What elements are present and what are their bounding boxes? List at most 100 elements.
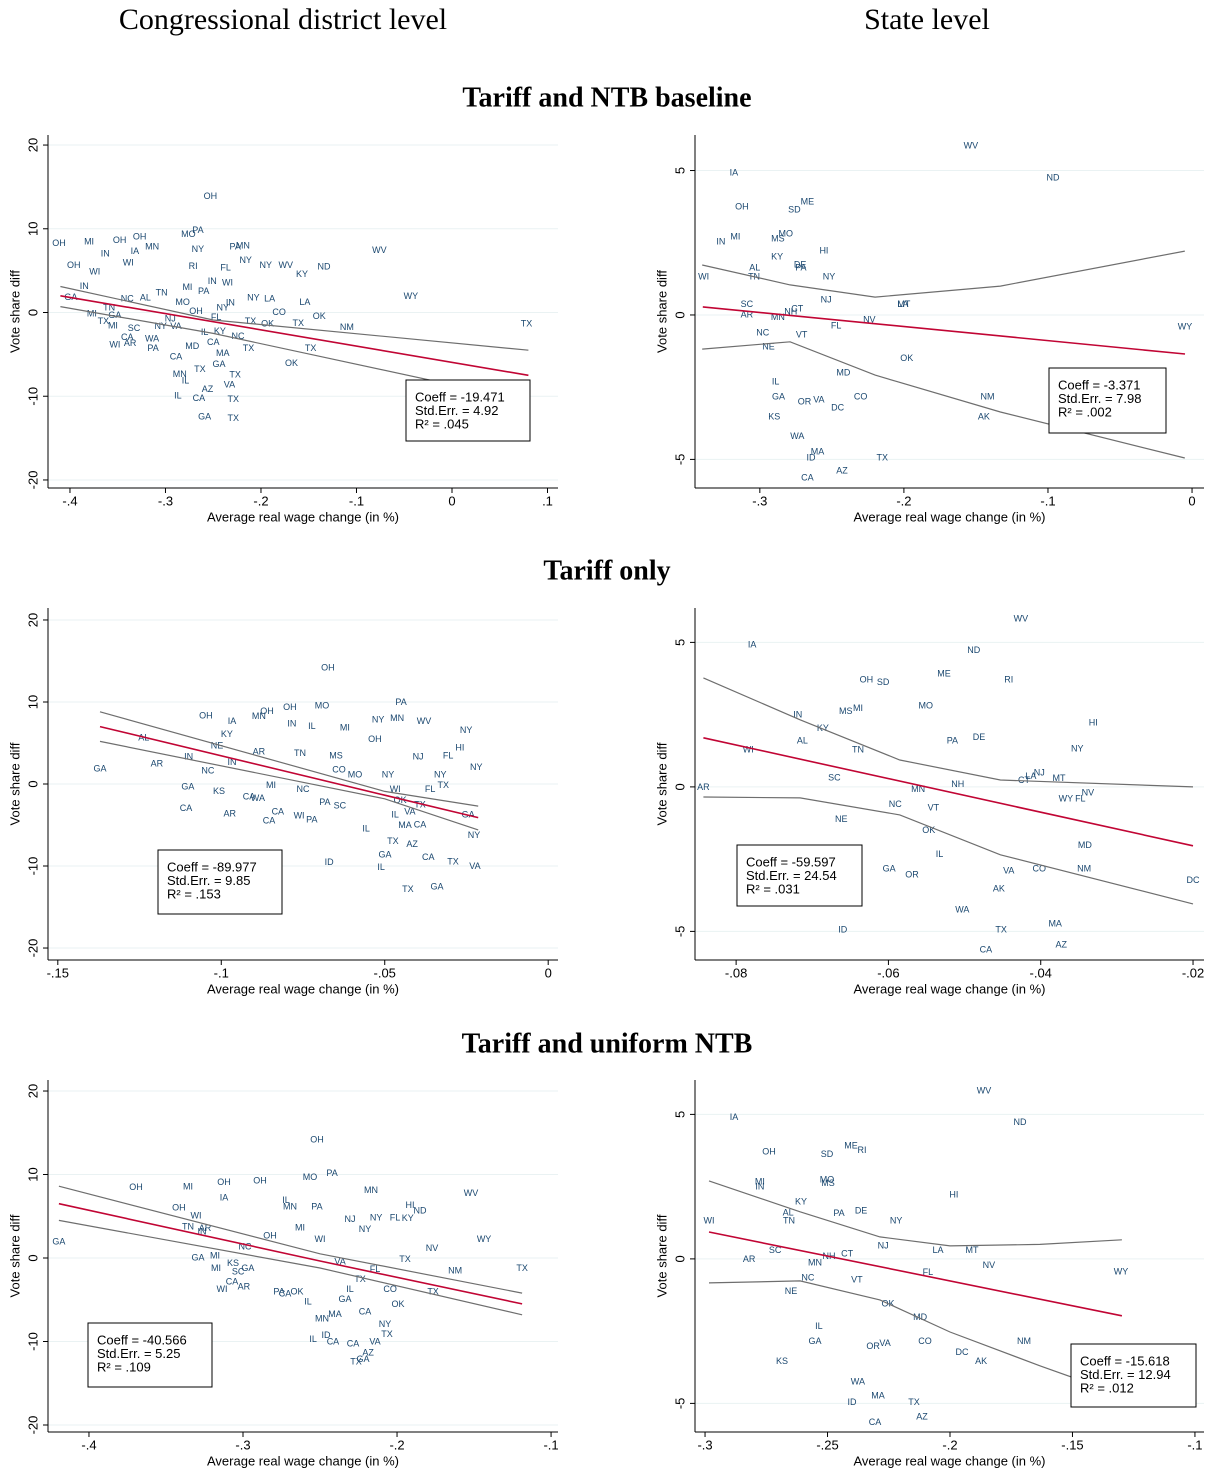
annotation-box [405,379,531,442]
x-tick-label: .1 [542,493,553,508]
point-label: NJ [821,294,832,304]
point-label: NV [983,1260,996,1270]
annotation-text: Std.Err. = 12.94 [1080,1367,1171,1382]
point-label: MN [390,713,404,723]
point-label: SC [741,299,754,309]
panel: -20 -10 0 10 20 -.4 -.3 -.2 -.1 0 .1 Average real w… [7,135,558,524]
point-label: CA [359,1307,372,1317]
point-label: ME [801,196,815,206]
point-label: KS [768,411,780,421]
point-label: IA [131,246,140,256]
point-label: IL [308,721,316,731]
point-label: NM [980,391,994,401]
point-label: MO [779,228,794,238]
point-label: TX [98,316,110,326]
point-label: MT [1053,773,1066,783]
point-label: KY [296,269,308,279]
point-label: MN [771,312,785,322]
annotation-text: Std.Err. = 5.25 [97,1346,180,1361]
point-label: NH [951,779,964,789]
point-label: OK [261,319,274,329]
point-label: NC [201,765,214,775]
point-label: MO [315,700,330,710]
point-label: WV [1014,613,1029,623]
fit-line [703,737,1194,847]
annotation-text: R² = .012 [1080,1380,1134,1395]
point-label: GA [338,1294,351,1304]
point-label: GA [52,1237,65,1247]
point-label: SC [769,1245,782,1255]
point-label: IN [208,276,217,286]
annotation-text: R² = .109 [97,1359,151,1374]
point-label: WA [790,431,804,441]
point-label: GA [192,1252,205,1262]
point-label: NM [1017,1336,1031,1346]
point-label: IL [772,376,780,386]
point-label: CA [980,944,993,954]
point-label: CA [869,1417,882,1427]
point-label: TX [427,1287,439,1297]
x-tick-label: -.3 [752,493,767,508]
x-tick-label: -.15 [47,965,69,980]
point-label: TX [245,316,257,326]
point-label: PA [795,262,806,272]
point-label: TX [516,1263,528,1273]
x-tick-label: -.25 [816,1437,838,1452]
point-label: GA [241,1263,254,1273]
point-label: WI [123,257,134,267]
annotation-box [1070,1343,1197,1408]
point-label: NY [470,762,483,772]
point-label: WY [1114,1266,1129,1276]
x-tick-label: -.06 [877,965,899,980]
point-label: OR [866,1341,880,1351]
point-label: DC [955,1347,968,1357]
point-label: HI [405,1200,414,1210]
point-label: IA [730,168,739,178]
point-label: OK [391,1299,404,1309]
point-label: IN [755,1181,764,1191]
y-tick-label: -5 [672,1398,687,1410]
y-tick-label: -10 [25,1332,40,1351]
point-label: AK [978,411,990,421]
point-label: MI [210,1251,220,1261]
point-label: OH [199,710,213,720]
point-label: OH [172,1202,186,1212]
point-label: AL [140,293,151,303]
point-label: PA [273,1287,284,1297]
point-label: WI [390,784,401,794]
y-tick-label: -20 [25,939,40,958]
point-label: IN [226,298,235,308]
point-label: NC [801,1272,814,1282]
point-label: DC [1187,875,1200,885]
point-label: FL [1075,793,1086,803]
point-label: SC [828,772,841,782]
point-label: CT [841,1248,853,1258]
x-tick-label: 0 [448,493,455,508]
y-tick-label: 0 [25,1254,40,1261]
x-tick-label: -.1 [543,1437,558,1452]
y-tick-label: -10 [25,387,40,406]
point-label: MN [315,1313,329,1323]
point-label: TX [292,318,304,328]
point-label: FL [443,750,454,760]
point-label: GA [198,412,211,422]
point-label: ND [318,262,331,272]
point-label: LA [1025,771,1036,781]
point-label: MT [966,1245,979,1255]
column-title: State level [864,3,990,36]
point-label: CA [180,803,193,813]
point-label: GA [772,391,785,401]
y-tick-label: -20 [25,1416,40,1435]
point-label: MN [236,241,250,251]
fit-line [58,1202,523,1305]
point-label: WI [743,744,754,754]
point-label: CO [383,1284,397,1294]
point-label: IA [220,1192,229,1202]
point-label: OK [394,795,407,805]
point-label: AL [783,1207,794,1217]
point-label: MI [108,320,118,330]
x-tick-label: -.1 [1040,493,1055,508]
point-label: OH [52,238,66,248]
point-label: MA [1048,918,1062,928]
point-label: TX [387,836,399,846]
